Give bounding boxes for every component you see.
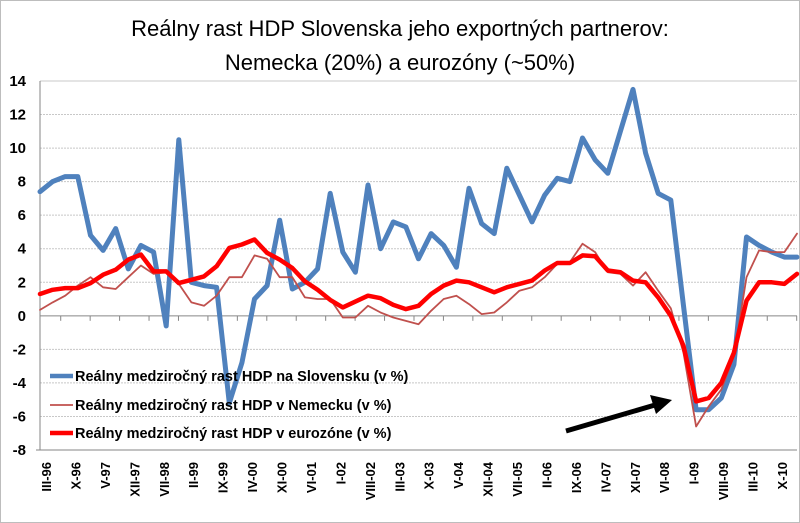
y-tick-label: 12 [9, 107, 26, 124]
x-tick-label: V-04 [451, 461, 466, 489]
arrow-annotation [565, 395, 672, 434]
legend-label-eurozone: Reálny medziročný rast HDP v eurozóne (v… [75, 426, 392, 442]
series-line-slovakia [37, 86, 800, 413]
y-tick-label: 0 [18, 308, 26, 325]
x-tick-label: VII-98 [157, 462, 172, 497]
gridlines [40, 80, 797, 451]
x-tick-label: XII-04 [481, 461, 496, 496]
y-tick-label: 10 [9, 140, 26, 157]
x-tick-label: XI-07 [628, 462, 643, 493]
x-tick-label: II-99 [186, 462, 201, 488]
legend: Reálny medziročný rast HDP na Slovensku … [50, 369, 409, 442]
y-axis: 14 12 10 8 6 4 2 0 -2 -4 -6 -8 [9, 73, 41, 459]
arrow-shaft [565, 402, 656, 434]
x-tick-label: VI-08 [657, 462, 672, 493]
x-tick-label: IX-06 [569, 462, 584, 493]
x-tick-label: IX-99 [216, 462, 231, 493]
y-tick-label: 8 [18, 174, 26, 191]
series-line-eurozone [37, 237, 800, 404]
y-tick-label: 2 [18, 274, 26, 291]
y-tick-label: -6 [13, 408, 26, 425]
y-tick-label: -8 [13, 442, 26, 459]
y-tick-label: -4 [13, 375, 27, 392]
legend-label-germany: Reálny medziročný rast HDP v Nemecku (v … [75, 398, 392, 414]
x-tick-label: XI-00 [275, 462, 290, 493]
x-tick-label: II-06 [539, 462, 554, 488]
y-tick-label: 14 [9, 73, 26, 90]
x-tick-label: VIII-02 [363, 462, 378, 500]
chart-title-line-2: Nemecka (20%) a eurozóny (~50%) [225, 50, 575, 75]
series-lines [37, 86, 800, 428]
x-tick-label: IV-00 [245, 462, 260, 492]
x-tick-label: X-03 [422, 462, 437, 489]
y-tick-label: 6 [18, 207, 26, 224]
x-tick-label: I-09 [687, 462, 702, 484]
x-tick-label: V-97 [98, 462, 113, 489]
x-tick-label: VII-05 [510, 462, 525, 497]
x-tick-label: X-10 [775, 462, 790, 489]
x-tick-label: VI-01 [304, 462, 319, 493]
x-tick-label: XII-97 [127, 462, 142, 497]
x-tick-label: III-96 [39, 462, 54, 492]
x-tick-label: III-03 [392, 462, 407, 492]
x-tick-label: VIII-09 [716, 462, 731, 500]
x-tick-label: X-96 [68, 462, 83, 489]
legend-label-slovakia: Reálny medziročný rast HDP na Slovensku … [75, 369, 409, 385]
y-tick-label: -2 [13, 341, 26, 358]
y-tick-label: 4 [18, 241, 27, 258]
x-tick-label: I-02 [333, 462, 348, 484]
x-tick-label: III-10 [746, 462, 761, 492]
x-tick-label: IV-07 [598, 462, 613, 492]
arrow-head-icon [650, 395, 672, 414]
chart-title-line-1: Reálny rast HDP Slovenska jeho exportnýc… [131, 16, 669, 41]
